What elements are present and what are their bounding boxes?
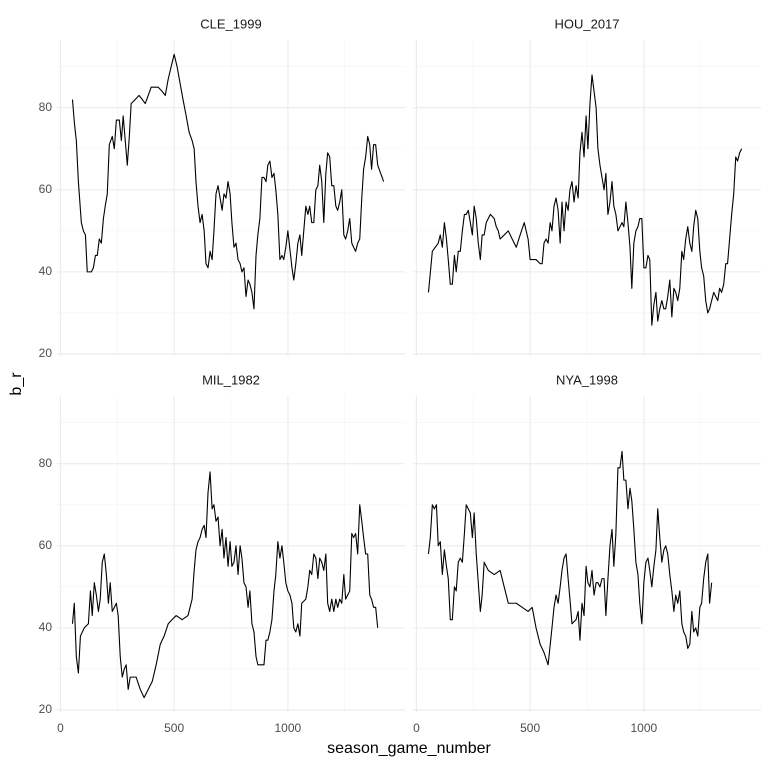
data-line xyxy=(71,471,379,699)
data-line xyxy=(427,450,713,666)
panel-title: HOU_2017 xyxy=(554,16,619,31)
x-tick-label: 1000 xyxy=(275,721,302,735)
x-tick-label: 0 xyxy=(57,721,64,735)
x-tick-label: 0 xyxy=(413,721,420,735)
y-tick-label: 40 xyxy=(39,264,53,278)
panel-title: NYA_1998 xyxy=(556,372,618,387)
x-axis-title: season_game_number xyxy=(327,740,491,757)
y-tick-label: 80 xyxy=(39,100,53,114)
x-tick-label: 1000 xyxy=(631,721,658,735)
x-tick-label: 500 xyxy=(164,721,184,735)
y-tick-label: 20 xyxy=(39,346,53,360)
y-tick-label: 80 xyxy=(39,456,53,470)
data-line xyxy=(71,53,385,310)
y-tick-label: 20 xyxy=(39,702,53,716)
y-tick-label: 40 xyxy=(39,620,53,634)
panel-title: CLE_1999 xyxy=(200,16,261,31)
panel-title: MIL_1982 xyxy=(202,372,260,387)
y-axis-title: b_r xyxy=(8,372,25,396)
x-tick-label: 500 xyxy=(520,721,540,735)
data-line xyxy=(427,74,743,326)
y-tick-label: 60 xyxy=(39,182,53,196)
y-tick-label: 60 xyxy=(39,538,53,552)
